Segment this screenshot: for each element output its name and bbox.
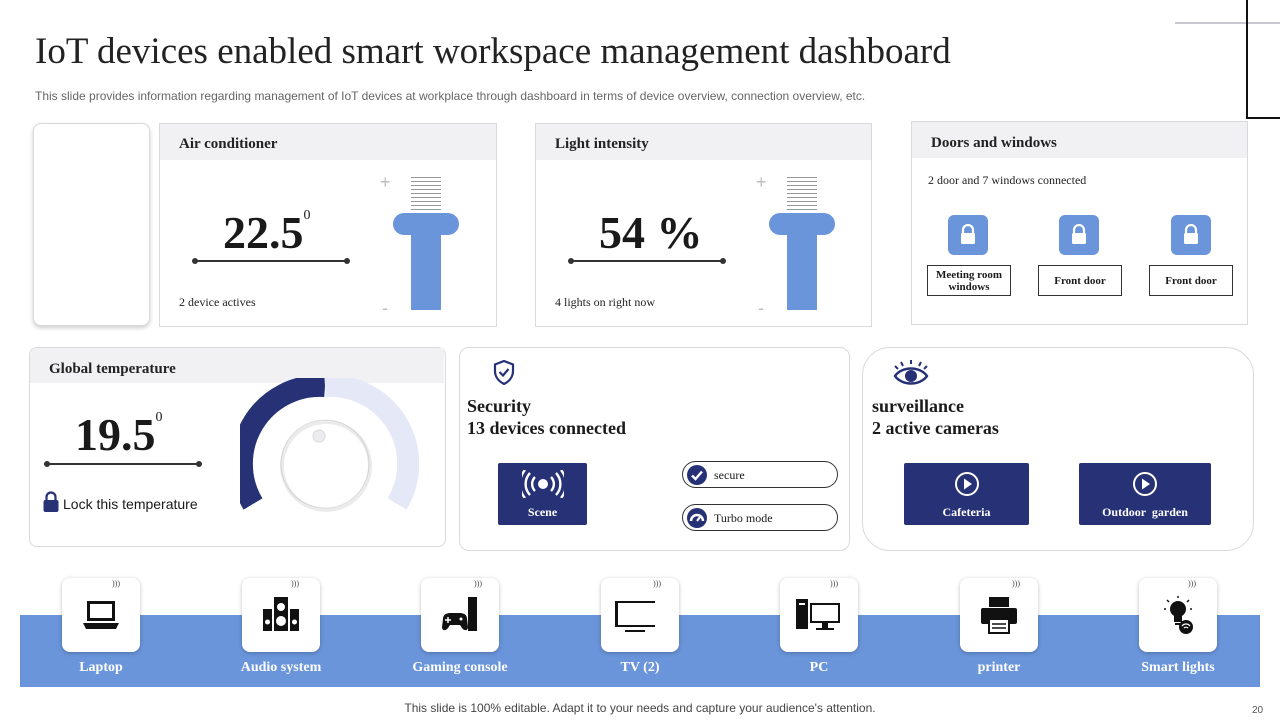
surveillance-panel: surveillance 2 active cameras Cafeteria …	[862, 347, 1254, 551]
increase-button[interactable]: +	[380, 172, 391, 192]
device-card-smart-lights[interactable]	[1139, 578, 1217, 652]
lock-icon[interactable]	[42, 491, 60, 513]
wifi-icon: )))	[112, 579, 120, 588]
scene-label: Scene	[527, 505, 558, 519]
gamepad-icon	[442, 597, 477, 631]
cafeteria-label: Cafeteria	[942, 505, 991, 519]
decrease-button[interactable]: -	[758, 298, 764, 318]
tv-icon	[615, 601, 655, 632]
device-card-printer[interactable]	[960, 578, 1038, 652]
device-label-smart-lights: Smart lights	[1141, 660, 1215, 675]
laptop-icon	[83, 601, 119, 629]
wifi-icon: )))	[1012, 579, 1020, 588]
device-label-laptop: Laptop	[79, 660, 123, 675]
air-conditioner-divider	[192, 258, 350, 264]
cafeteria-camera-button[interactable]: Cafeteria	[904, 463, 1029, 525]
front-door-button[interactable]: Front door	[1038, 265, 1122, 296]
footer-note: This slide is 100% editable. Adapt it to…	[404, 701, 876, 715]
device-label-printer: printer	[977, 660, 1021, 675]
security-panel: Security 13 devices connected Scene secu…	[459, 347, 850, 551]
play-icon	[1133, 472, 1157, 496]
security-subtitle: 13 devices connected	[467, 418, 626, 438]
lock-icon[interactable]	[1171, 215, 1211, 255]
bulb-icon	[1164, 596, 1193, 634]
air-conditioner-status: 2 device actives	[179, 295, 256, 309]
outdoor-garden-label: Outdoor garden	[1102, 505, 1188, 519]
doors-windows-header: Doors and windows	[912, 122, 1247, 158]
decrease-button[interactable]: -	[382, 298, 388, 318]
lock-icon[interactable]	[948, 215, 988, 255]
global-temperature-value: 19.50	[75, 409, 163, 460]
blank-side-card	[33, 123, 150, 326]
air-conditioner-title: Air conditioner	[179, 136, 278, 152]
wifi-icon: )))	[830, 579, 838, 588]
global-temperature-divider	[44, 461, 202, 467]
device-card-tv[interactable]	[601, 578, 679, 652]
device-card-laptop[interactable]	[62, 578, 140, 652]
doors-windows-title: Doors and windows	[931, 135, 1057, 151]
corner-decoration-line	[1175, 22, 1280, 24]
light-intensity-header: Light intensity	[536, 124, 871, 160]
pc-icon	[796, 599, 840, 630]
air-conditioner-value: 22.50	[223, 207, 311, 258]
page-subtitle: This slide provides information regardin…	[35, 89, 866, 103]
level-ticks	[787, 177, 817, 211]
broadcast-icon	[522, 470, 564, 498]
check-icon	[687, 465, 707, 485]
secure-label: secure	[714, 468, 745, 482]
page-number: 20	[1252, 705, 1264, 716]
doors-windows-card: Doors and windows 2 door and 7 windows c…	[911, 121, 1248, 325]
wifi-icon: )))	[474, 579, 482, 588]
device-card-pc[interactable]	[780, 578, 858, 652]
air-conditioner-card: Air conditioner 22.50 2 device actives +…	[159, 123, 497, 327]
light-intensity-title: Light intensity	[555, 136, 649, 152]
secure-toggle[interactable]: secure	[682, 461, 838, 488]
level-ticks	[411, 177, 441, 211]
increase-button[interactable]: +	[756, 172, 767, 192]
slider-track	[411, 224, 441, 310]
global-temperature-card: Global temperature 19.50 Lock this tempe…	[29, 347, 446, 547]
global-temperature-header: Global temperature	[30, 348, 444, 383]
device-label-gaming-console: Gaming console	[412, 660, 508, 675]
wifi-icon: )))	[1188, 579, 1196, 588]
device-label-audio-system: Audio system	[240, 660, 322, 675]
wifi-icon: )))	[653, 579, 661, 588]
light-intensity-status: 4 lights on right now	[555, 295, 656, 309]
speed-icon	[687, 508, 707, 528]
front-door-button[interactable]: Front door	[1149, 265, 1233, 296]
doors-windows-status: 2 door and 7 windows connected	[928, 173, 1087, 187]
global-temperature-title: Global temperature	[49, 361, 176, 377]
air-conditioner-header: Air conditioner	[160, 124, 496, 160]
temperature-dial[interactable]	[240, 378, 420, 518]
meeting-room-windows-button[interactable]: Meeting room windows	[927, 265, 1011, 296]
lock-temperature-label[interactable]: Lock this temperature	[63, 496, 198, 512]
printer-icon	[981, 597, 1017, 634]
device-card-gaming-console[interactable]	[421, 578, 499, 652]
speaker-icon	[263, 597, 299, 631]
shield-check-icon	[493, 359, 515, 390]
turbo-mode-label: Turbo mode	[714, 511, 773, 525]
device-label-tv: TV (2)	[620, 660, 660, 675]
device-card-audio-system[interactable]	[242, 578, 320, 652]
wifi-icon: )))	[291, 579, 299, 588]
surveillance-subtitle: 2 active cameras	[872, 418, 999, 438]
scene-button[interactable]: Scene	[498, 463, 587, 525]
page-title: IoT devices enabled smart workspace mana…	[35, 31, 951, 72]
surveillance-title: surveillance	[872, 396, 964, 416]
light-intensity-value: 54 %	[599, 207, 703, 258]
device-label-pc: PC	[809, 660, 829, 675]
security-title: Security	[467, 396, 531, 416]
eye-icon	[893, 359, 929, 392]
play-icon	[955, 472, 979, 496]
lock-icon[interactable]	[1059, 215, 1099, 255]
light-intensity-card: Light intensity 54 % 4 lights on right n…	[535, 123, 872, 327]
light-intensity-divider	[568, 258, 726, 264]
turbo-mode-toggle[interactable]: Turbo mode	[682, 504, 838, 531]
corner-decoration-box	[1246, 0, 1280, 119]
outdoor-garden-camera-button[interactable]: Outdoor garden	[1079, 463, 1211, 525]
slider-track	[787, 224, 817, 310]
